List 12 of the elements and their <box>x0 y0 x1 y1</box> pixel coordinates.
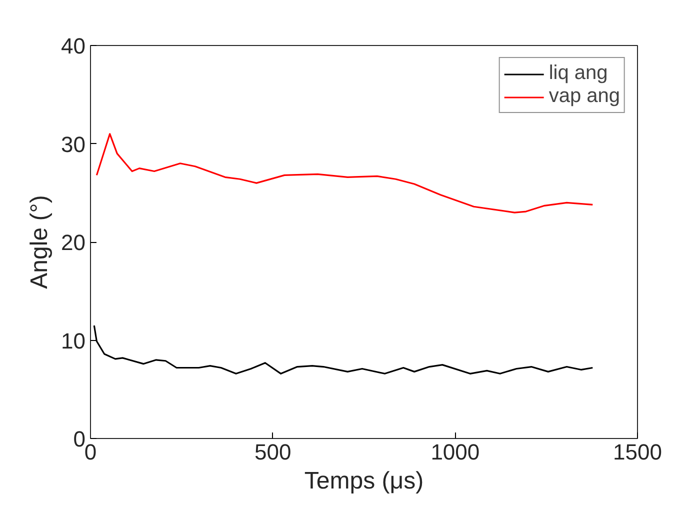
legend-label: vap ang <box>548 85 620 108</box>
x-tick-label: 1500 <box>613 440 662 464</box>
x-axis-title: Temps (μs) <box>304 468 424 494</box>
y-tick-label: 10 <box>61 328 86 354</box>
y-tick-label: 40 <box>61 34 86 58</box>
legend-label: liq ang <box>548 62 608 85</box>
x-tick-label: 500 <box>254 440 292 464</box>
y-tick-label: 20 <box>61 230 86 255</box>
y-tick-label: 30 <box>61 132 86 157</box>
line-series <box>96 133 594 214</box>
y-axis-title: Angle (°) <box>26 195 54 289</box>
x-tick-label: 1000 <box>430 440 480 464</box>
